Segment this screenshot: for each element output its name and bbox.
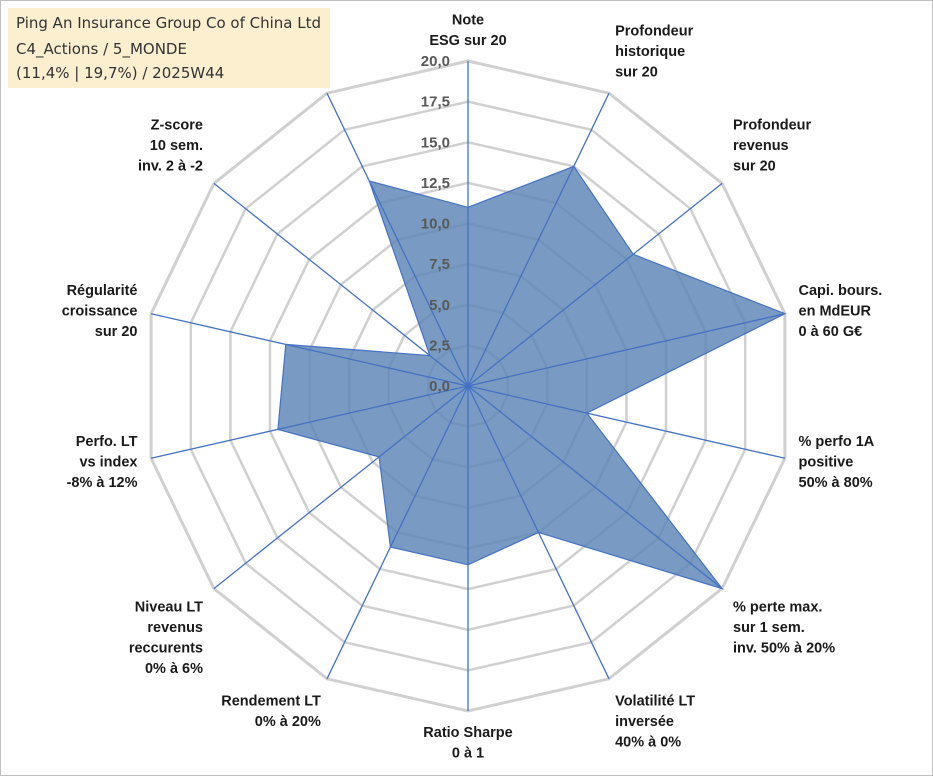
axis-label-line: 40% à 0% xyxy=(615,734,681,750)
axis-label-line: 0 à 1 xyxy=(452,746,484,762)
company-name: Ping An Insurance Group Co of China Ltd xyxy=(16,14,322,32)
axis-label-line: positive xyxy=(799,454,854,470)
tick-label: 20,0 xyxy=(421,53,450,70)
axis-spoke xyxy=(150,385,469,459)
axis-label-line: inv. 50% à 20% xyxy=(733,640,835,656)
axis-label: Régularité croissance sur 20 xyxy=(62,283,138,340)
axis-label-line: 0% à 6% xyxy=(145,661,203,677)
axis-label-line: Capi. bours. xyxy=(799,283,883,299)
tick-label: 5,0 xyxy=(429,297,450,314)
axis-spoke xyxy=(150,313,469,387)
axis-label-line: -8% à 12% xyxy=(67,475,138,491)
axis-spoke xyxy=(326,385,469,680)
axis-spoke xyxy=(467,385,723,590)
axis-label-line: ESG sur 20 xyxy=(429,33,506,49)
axis-label: Ratio Sharpe 0 à 1 xyxy=(423,725,512,762)
axis-label-line: Profondeur xyxy=(733,118,811,134)
axis-label-line: sur 1 sem. xyxy=(733,620,805,636)
axis-label-line: Perfo. LT xyxy=(76,434,138,450)
axis-label-line: revenus xyxy=(147,620,203,636)
tick-label: 10,0 xyxy=(421,216,450,233)
axis-label-line: historique xyxy=(615,44,685,60)
info-box: Ping An Insurance Group Co of China Ltd … xyxy=(8,8,330,88)
axis-label: Profondeur revenus sur 20 xyxy=(733,118,811,175)
axis-label-line: inv. 2 à -2 xyxy=(138,159,203,175)
tick-label: 15,0 xyxy=(421,134,450,151)
tick-label-layer: 0,0 2,5 5,0 7,5 10,0 12,5 15,0 17,5 20,0 xyxy=(421,53,450,395)
spoke-layer xyxy=(150,61,786,711)
axis-label-line: vs index xyxy=(79,454,137,470)
axis-spoke xyxy=(467,92,610,387)
axis-label-line: Régularité xyxy=(67,283,138,299)
axis-label-line: 0% à 20% xyxy=(255,714,321,730)
axis-label-line: sur 20 xyxy=(733,159,776,175)
axis-label-line: Rendement LT xyxy=(221,693,321,709)
axis-label-line: Volatilité LT xyxy=(615,693,695,709)
axis-label: Z-score 10 sem. inv. 2 à -2 xyxy=(138,118,203,175)
axis-label: Note ESG sur 20 xyxy=(429,13,506,50)
axis-label: Capi. bours. en MdEUR 0 à 60 G€ xyxy=(799,283,883,340)
axis-label-line: 10 sem. xyxy=(150,138,203,154)
period-text: (11,4% | 19,7%) / 2025W44 xyxy=(16,64,225,82)
axis-label-line: Ratio Sharpe xyxy=(423,725,512,741)
axis-label-line: Profondeur xyxy=(615,24,693,40)
axis-label-line: revenus xyxy=(733,138,789,154)
axis-label: Profondeur historique sur 20 xyxy=(615,24,693,81)
axis-label-line: sur 20 xyxy=(95,324,138,340)
tick-label: 2,5 xyxy=(429,337,450,354)
axis-spoke xyxy=(326,92,469,387)
axis-label: Rendement LT 0% à 20% xyxy=(221,693,321,730)
axis-label-line: % perfo 1A xyxy=(799,434,875,450)
axis-spoke xyxy=(467,313,786,387)
axis-label-line: en MdEUR xyxy=(799,304,872,320)
axis-label-line: 50% à 80% xyxy=(799,475,873,491)
category-text: C4_Actions / 5_MONDE xyxy=(16,40,187,58)
axis-label-line: Note xyxy=(452,13,484,29)
axis-label: % perfo 1A positive 50% à 80% xyxy=(799,434,875,491)
tick-label: 17,5 xyxy=(421,94,450,111)
axis-label-line: croissance xyxy=(62,304,138,320)
axis-spoke xyxy=(467,182,723,387)
axis-spoke xyxy=(213,182,469,387)
axis-label-line: % perte max. xyxy=(733,599,822,615)
axis-label-layer: Note ESG sur 20 Profondeur historique sur 20… xyxy=(62,13,883,762)
axis-spoke xyxy=(213,385,469,590)
axis-label-line: Niveau LT xyxy=(135,599,203,615)
axis-label: Volatilité LT inversée 40% à 0% xyxy=(615,693,695,750)
axis-label: % perte max. sur 1 sem. inv. 50% à 20% xyxy=(733,599,835,656)
tick-label: 7,5 xyxy=(429,256,450,273)
axis-spoke xyxy=(467,385,610,680)
axis-label-line: Z-score xyxy=(151,118,203,134)
axis-label-line: reccurents xyxy=(129,640,203,656)
axis-spoke xyxy=(467,385,786,459)
axis-label: Perfo. LT vs index -8% à 12% xyxy=(67,434,138,491)
axis-label: Niveau LT revenus reccurents 0% à 6% xyxy=(129,599,203,677)
tick-label: 0,0 xyxy=(429,378,450,395)
axis-label-line: sur 20 xyxy=(615,65,658,81)
tick-label: 12,5 xyxy=(421,175,450,192)
axis-label-line: 0 à 60 G€ xyxy=(799,324,863,340)
axis-label-line: inversée xyxy=(615,714,674,730)
